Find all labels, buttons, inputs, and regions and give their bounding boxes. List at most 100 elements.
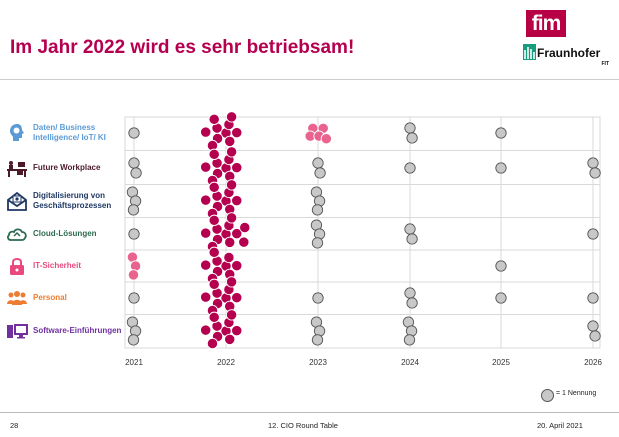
mention-dot	[403, 334, 416, 346]
category-row-daten: Daten/ Business Intelligence/ IoT/ KI	[4, 118, 119, 148]
footer-page-number: 28	[10, 421, 19, 430]
year-label: 2024	[401, 358, 419, 367]
cloud-icon	[7, 228, 27, 241]
mention-dot	[404, 122, 416, 134]
mention-dot	[223, 251, 235, 264]
mention-dot	[231, 291, 243, 304]
mention-dot	[224, 333, 236, 345]
lock-icon	[10, 258, 24, 275]
mention-dot	[208, 311, 220, 323]
mention-dot	[406, 297, 418, 309]
category-row-it-sicherheit: IT-Sicherheit	[4, 251, 119, 281]
category-label: Daten/ Business Intelligence/ IoT/ KI	[33, 123, 106, 142]
mention-dot	[206, 337, 219, 350]
mention-dot	[239, 221, 251, 234]
mention-dot	[495, 127, 507, 139]
category-row-future-workplace: Future Workplace	[4, 153, 119, 183]
mention-dot	[208, 246, 220, 258]
mention-dot	[200, 291, 212, 303]
mention-dot	[224, 135, 236, 147]
mention-dot	[127, 204, 140, 216]
year-label: 2022	[217, 358, 235, 367]
fraunhofer-sub: FIT	[601, 61, 610, 67]
mention-dot	[200, 259, 212, 271]
mention-dot	[224, 236, 236, 248]
header-divider	[0, 79, 619, 80]
footer-date: 20. April 2021	[537, 421, 583, 430]
mention-dot	[587, 228, 599, 240]
people-icon	[7, 291, 27, 305]
mention-dot	[320, 133, 332, 145]
slide-title: Im Jahr 2022 wird es sehr betriebsam!	[10, 37, 355, 58]
mention-dot	[200, 324, 212, 336]
mention-dot	[208, 113, 220, 125]
mention-dot	[127, 269, 140, 281]
footer-event: 12. CIO Round Table	[268, 421, 338, 430]
mention-dot	[231, 324, 243, 337]
mention-dot	[311, 204, 324, 216]
mention-dot	[225, 212, 238, 224]
category-label: Personal	[33, 293, 67, 302]
legend-marker	[541, 389, 554, 402]
year-label: 2026	[584, 358, 602, 367]
mention-dot	[225, 146, 238, 158]
mention-dot	[208, 181, 220, 193]
mention-dot	[200, 194, 212, 206]
footer-divider	[0, 412, 619, 413]
category-label: Future Workplace	[33, 163, 101, 172]
mention-dot	[208, 214, 220, 226]
mention-dot	[225, 179, 238, 191]
mention-dot	[225, 276, 238, 288]
mention-dot	[127, 334, 140, 346]
mention-dot	[128, 228, 140, 240]
mention-dot	[495, 162, 507, 174]
fim-logo: fim	[526, 10, 566, 37]
envelope-icon	[7, 191, 27, 211]
mention-dot	[208, 278, 220, 290]
fraunhofer-mark-icon	[523, 44, 536, 60]
lightbulb-head-icon	[10, 124, 24, 141]
mention-dot	[404, 287, 416, 299]
mention-dot	[587, 292, 599, 304]
mention-dot	[406, 132, 418, 144]
mention-dot	[130, 167, 142, 179]
category-row-software: Software-Einführungen	[4, 316, 121, 346]
mention-dot	[128, 157, 140, 169]
mention-dot	[495, 260, 507, 272]
mention-dot	[225, 111, 238, 123]
computer-icon	[7, 324, 28, 339]
year-label: 2021	[125, 358, 143, 367]
chart-grid-border	[124, 116, 601, 349]
legend-text: = 1 Nennung	[556, 390, 597, 397]
category-label: Software-Einführungen	[33, 326, 122, 335]
mentions-chart	[124, 111, 601, 350]
category-row-personal: Personal	[4, 283, 119, 313]
mention-dot	[128, 292, 140, 304]
category-label: Digitalisierung von Geschäftsprozessen	[33, 191, 112, 210]
mention-dot	[231, 259, 243, 272]
mention-dot	[495, 292, 507, 304]
mention-dot	[238, 236, 250, 248]
mention-dot	[312, 157, 324, 169]
mention-dot	[311, 237, 324, 249]
mention-dot	[208, 148, 220, 160]
mention-dot	[312, 292, 324, 304]
mention-dot	[311, 334, 324, 346]
category-label: Cloud-Lösungen	[33, 229, 97, 238]
fraunhofer-name: Fraunhofer	[537, 46, 601, 60]
mention-dot	[231, 227, 243, 240]
mention-dot	[225, 309, 238, 321]
mention-dot	[231, 161, 243, 174]
mention-dot	[200, 227, 212, 239]
mention-dot	[589, 167, 601, 179]
mention-dot	[406, 233, 418, 245]
desk-icon	[7, 161, 27, 177]
mention-dot	[128, 127, 140, 139]
mention-dot	[231, 126, 243, 139]
category-label: IT-Sicherheit	[33, 261, 82, 270]
category-row-digitalisierung: Digitalisierung von Geschäftsprozessen	[4, 186, 119, 216]
mention-dot	[200, 161, 212, 173]
mention-dot	[587, 157, 599, 169]
mention-dot	[231, 194, 243, 207]
mention-dot	[404, 223, 416, 235]
